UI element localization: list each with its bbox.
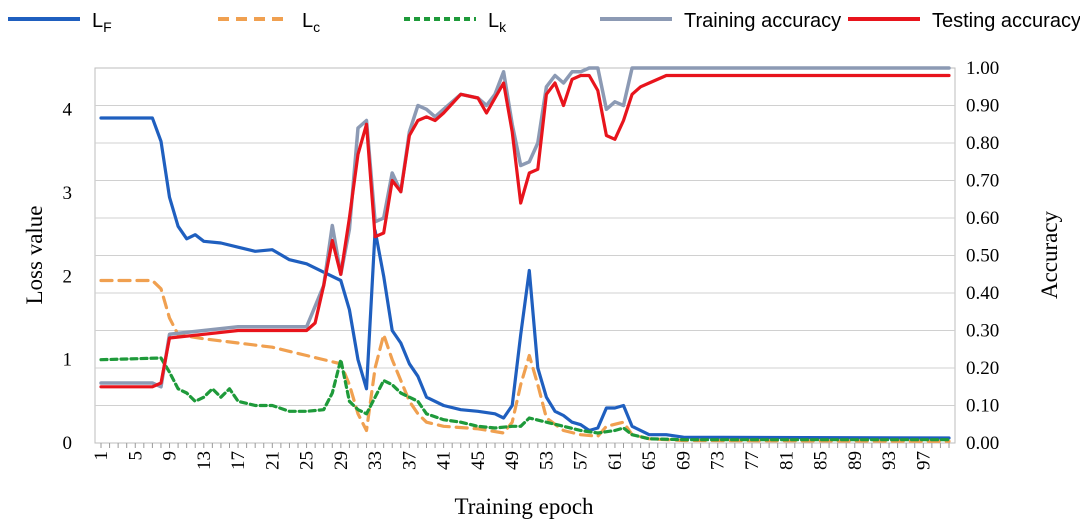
legend-label-subscript: c — [313, 19, 320, 35]
legend-label-main: Testing accuracy — [932, 10, 1080, 32]
legend-label-main: L — [302, 10, 313, 32]
y-right-tick-label: 1.00 — [966, 58, 999, 79]
x-tick-label: 5 — [125, 451, 146, 461]
y-axis-title-left: Loss value — [22, 205, 47, 304]
x-tick-label: 57 — [571, 451, 592, 470]
x-axis-title: Training epoch — [454, 494, 594, 519]
legend-label-4: Testing accuracy — [932, 10, 1080, 32]
x-tick-label: 17 — [228, 451, 249, 470]
x-tick-label: 1 — [91, 451, 112, 461]
legend-label-main: Training accuracy — [684, 10, 841, 32]
x-tick-label: 29 — [331, 451, 352, 470]
y-axis-title-right: Accuracy — [1037, 210, 1062, 299]
x-tick-label: 69 — [673, 451, 694, 470]
y-right-tick-label: 0.00 — [966, 433, 999, 454]
legend-label-3: Training accuracy — [684, 10, 841, 32]
chart-axes: 0.00 0.10 0.20 0.30 0.40 0.50 0.60 0.70 0.80 0.90… — [63, 58, 1000, 470]
x-tick-label: 97 — [913, 451, 934, 470]
legend-label-1: Lc — [302, 10, 320, 35]
y-left-tick-label: 3 — [63, 183, 73, 204]
legend-label-2: Lk — [488, 10, 507, 35]
series-line-4 — [99, 73, 951, 389]
x-tick-label: 9 — [160, 451, 181, 461]
legend-label-0: LF — [92, 10, 112, 35]
x-tick-label: 85 — [811, 451, 832, 470]
x-tick-label: 13 — [194, 451, 215, 470]
y-right-tick-label: 0.80 — [966, 133, 999, 154]
chart-series — [99, 66, 951, 443]
series-line-2 — [99, 356, 951, 442]
x-tick-label: 65 — [639, 451, 660, 470]
x-tick-label: 41 — [434, 451, 455, 470]
x-tick-label: 77 — [742, 451, 763, 470]
series-line-1 — [99, 278, 951, 443]
x-tick-label: 45 — [468, 451, 489, 470]
y-right-tick-label: 0.20 — [966, 358, 999, 379]
legend-label-main: L — [488, 10, 499, 32]
x-tick-label: 61 — [605, 451, 626, 470]
y-right-tick-label: 0.60 — [966, 208, 999, 229]
legend-label-main: L — [92, 10, 103, 32]
y-left-tick-label: 4 — [63, 100, 73, 121]
y-right-tick-label: 0.40 — [966, 283, 999, 304]
y-right-tick-label: 0.50 — [966, 246, 999, 267]
chart-legend: LF Lc Lk Training accuracy Testing accuracy — [8, 10, 1080, 35]
x-tick-label: 49 — [502, 451, 523, 470]
series-line-3 — [99, 66, 951, 389]
x-tick-label: 37 — [399, 451, 420, 470]
x-tick-label: 93 — [879, 451, 900, 470]
x-tick-label: 73 — [708, 451, 729, 470]
x-tick-label: 33 — [365, 451, 386, 470]
y-right-tick-label: 0.30 — [966, 321, 999, 342]
y-left-tick-label: 0 — [63, 433, 73, 454]
y-right-tick-label: 0.70 — [966, 171, 999, 192]
x-tick-label: 21 — [262, 451, 283, 470]
chart-grid — [94, 67, 956, 444]
x-tick-label: 25 — [297, 451, 318, 470]
y-left-tick-label: 2 — [63, 266, 73, 287]
x-tick-label: 89 — [845, 451, 866, 470]
y-right-tick-label: 0.10 — [966, 396, 999, 417]
legend-label-subscript: k — [499, 19, 507, 35]
series-line-0 — [99, 116, 951, 440]
x-tick-label: 81 — [776, 451, 797, 470]
y-right-tick-label: 0.90 — [966, 96, 999, 117]
legend-label-subscript: F — [103, 19, 112, 35]
x-tick-label: 53 — [536, 451, 557, 470]
y-left-tick-label: 1 — [63, 350, 73, 371]
